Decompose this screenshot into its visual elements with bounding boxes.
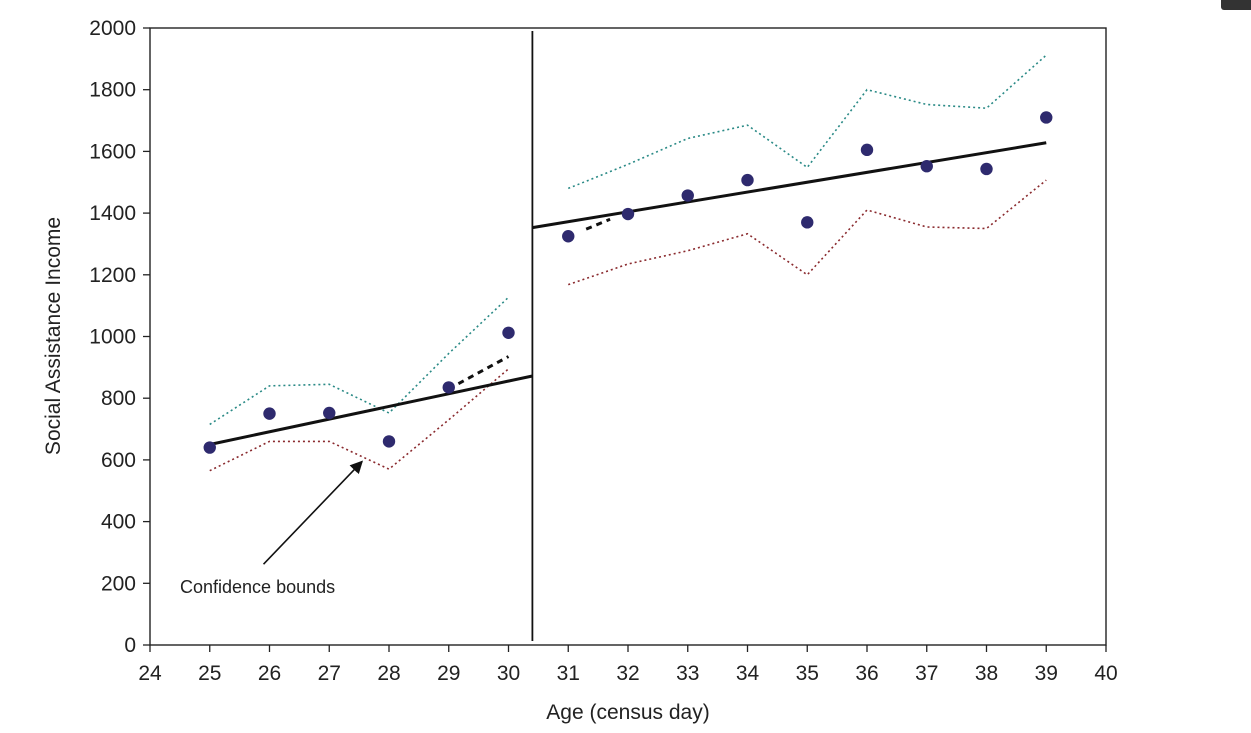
- x-axis: 24 25 26 27 28 29 30 31 32 33 34 35 36 37 38 39 40: [138, 645, 1118, 685]
- fit-extension-right: [585, 217, 611, 231]
- fit-line-right: [532, 141, 1047, 230]
- y-axis: 0 200 400 600 800 1000 1200 1400 1600 1800 2000: [89, 17, 150, 657]
- x-tick-label: 37: [915, 662, 938, 685]
- data-point: [681, 189, 694, 202]
- data-point: [382, 435, 396, 448]
- x-tick-label: 34: [736, 662, 760, 685]
- x-tick-label: 29: [437, 662, 460, 685]
- y-tick-label: 800: [101, 387, 136, 410]
- y-tick-label: 2000: [89, 17, 136, 40]
- y-tick-label: 1400: [89, 202, 136, 225]
- y-tick-label: 1000: [89, 326, 136, 349]
- data-point: [263, 407, 276, 420]
- x-tick-label: 26: [258, 662, 281, 685]
- x-tick-label: 27: [318, 662, 341, 685]
- y-tick-label: 400: [101, 511, 136, 534]
- upper-bound-right-series: [567, 54, 1047, 190]
- data-points-layer: [203, 111, 1053, 454]
- data-point: [920, 160, 933, 173]
- data-point: [442, 381, 455, 394]
- y-tick-label: 600: [101, 449, 136, 472]
- data-point: [562, 230, 575, 243]
- x-tick-label: 39: [1035, 662, 1058, 685]
- data-point: [980, 162, 993, 176]
- data-point: [323, 406, 336, 420]
- fit-line-left: [209, 374, 533, 446]
- y-tick-label: 200: [101, 572, 136, 595]
- data-point: [203, 441, 216, 454]
- data-point: [741, 173, 754, 187]
- y-tick-label: 1200: [89, 264, 136, 287]
- annotation-arrow: [262, 460, 363, 565]
- data-point: [860, 143, 874, 157]
- y-tick-label: 1800: [89, 79, 136, 102]
- x-tick-label: 28: [377, 662, 400, 685]
- annotation-confidence-bounds: Confidence bounds: [180, 577, 335, 597]
- lower-bound-left-series: [209, 368, 510, 472]
- x-tick-label: 31: [557, 662, 580, 685]
- x-tick-label: 25: [198, 662, 221, 685]
- upper-bound-left-series: [209, 296, 510, 426]
- confidence-bounds-layer: [209, 54, 1047, 472]
- fit-lines-layer: [209, 141, 1047, 446]
- y-axis-title: Social Assistance Income: [42, 217, 65, 455]
- x-tick-label: 24: [138, 662, 162, 685]
- fit-extension-left: [448, 355, 510, 391]
- plot-frame: [149, 27, 1107, 646]
- data-point: [502, 326, 515, 339]
- x-tick-label: 36: [855, 662, 878, 685]
- y-tick-label: 1600: [89, 140, 136, 163]
- x-tick-label: 33: [676, 662, 699, 685]
- lower-bound-right-series: [567, 179, 1047, 286]
- x-tick-label: 38: [975, 662, 998, 685]
- x-tick-label: 40: [1094, 662, 1117, 685]
- window-corner-tab: [1221, 0, 1251, 10]
- x-axis-title: Age (census day): [546, 701, 709, 724]
- x-tick-label: 35: [796, 662, 819, 685]
- data-point: [621, 207, 635, 221]
- x-tick-label: 32: [616, 662, 639, 685]
- y-tick-label: 0: [124, 634, 136, 657]
- data-point: [801, 216, 814, 229]
- data-point: [1040, 111, 1053, 124]
- x-tick-label: 30: [497, 662, 520, 685]
